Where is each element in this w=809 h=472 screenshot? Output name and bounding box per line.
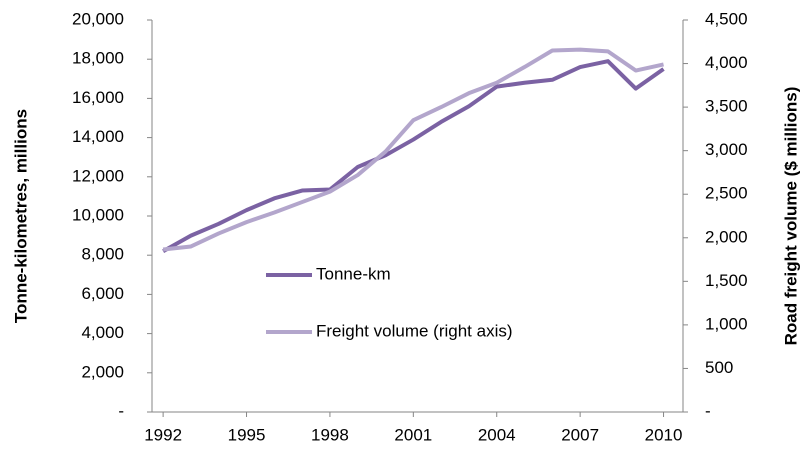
y-tick-label: 6,000 <box>81 284 124 303</box>
y2-tick-label: 4,000 <box>705 53 748 72</box>
y2-tick-label: 3,500 <box>705 97 748 116</box>
x-tick-label: 1995 <box>228 425 266 444</box>
y-tick-label: - <box>118 401 124 420</box>
y-tick-label: 16,000 <box>72 88 124 107</box>
y2-tick-label: 2,000 <box>705 227 748 246</box>
y-tick-label: 8,000 <box>81 245 124 264</box>
y2-tick-label: 3,000 <box>705 140 748 159</box>
y2-tick-label: 1,500 <box>705 271 748 290</box>
x-tick-label: 2004 <box>478 425 516 444</box>
y2-tick-label: 2,500 <box>705 184 748 203</box>
x-tick-label: 2001 <box>394 425 432 444</box>
x-tick-label: 2010 <box>645 425 683 444</box>
y-tick-label: 2,000 <box>81 362 124 381</box>
y-tick-label: 12,000 <box>72 166 124 185</box>
y-tick-label: 18,000 <box>72 49 124 68</box>
series-line <box>162 59 665 254</box>
series-line <box>162 47 664 252</box>
y-tick-label: 20,000 <box>72 9 124 28</box>
y-tick-label: 14,000 <box>72 127 124 146</box>
y2-tick-label: 4,500 <box>705 9 748 28</box>
x-tick-label: 1998 <box>311 425 349 444</box>
y2-axis-title: Road freight volume ($ millions) <box>781 87 800 346</box>
x-tick-label: 1992 <box>144 425 182 444</box>
y2-tick-label: 500 <box>705 358 733 377</box>
y-tick-label: 4,000 <box>81 323 124 342</box>
legend-label: Tonne-km <box>316 264 391 283</box>
x-tick-label: 2007 <box>561 425 599 444</box>
y-axis-title: Tonne-kilometres, millions <box>11 109 30 323</box>
y-tick-label: 10,000 <box>72 205 124 224</box>
y2-tick-label: 1,000 <box>705 314 748 333</box>
y2-tick-label: - <box>705 401 711 420</box>
legend-label: Freight volume (right axis) <box>316 321 513 340</box>
